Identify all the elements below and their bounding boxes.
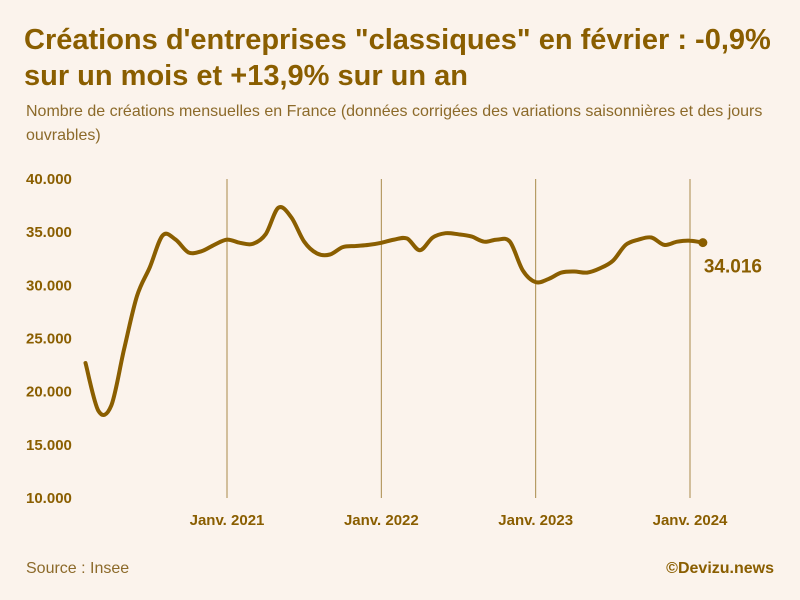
x-axis: Janv. 2021 Janv. 2022 Janv. 2023 Janv. 2024	[190, 512, 728, 529]
x-tick-label: Janv. 2021	[190, 512, 265, 529]
x-gridlines	[226, 179, 691, 498]
series-line	[83, 205, 705, 417]
y-tick-label: 40.000	[26, 171, 72, 188]
y-tick-label: 30.000	[26, 277, 72, 294]
x-tick-label: Janv. 2023	[498, 512, 573, 529]
x-tick-label: Janv. 2022	[344, 512, 419, 529]
y-tick-label: 15.000	[26, 437, 72, 454]
end-value-label: 34.016	[704, 257, 762, 278]
y-tick-label: 10.000	[26, 490, 72, 507]
end-point-marker	[698, 238, 708, 248]
y-tick-label: 35.000	[26, 224, 72, 241]
y-tick-label: 25.000	[26, 331, 72, 348]
y-axis: 40.000 35.000 30.000 25.000 20.000 15.000 10.0…	[26, 171, 72, 507]
chart-subtitle: Nombre de créations mensuelles en France…	[26, 103, 763, 144]
chart-title: Créations d'entreprises "classiques" en …	[24, 24, 771, 92]
y-tick-label: 20.000	[26, 384, 72, 401]
x-tick-label: Janv. 2024	[653, 512, 728, 529]
source-note: Source : Insee	[26, 560, 130, 577]
credit-link[interactable]: ©Devizu.news	[666, 560, 774, 577]
